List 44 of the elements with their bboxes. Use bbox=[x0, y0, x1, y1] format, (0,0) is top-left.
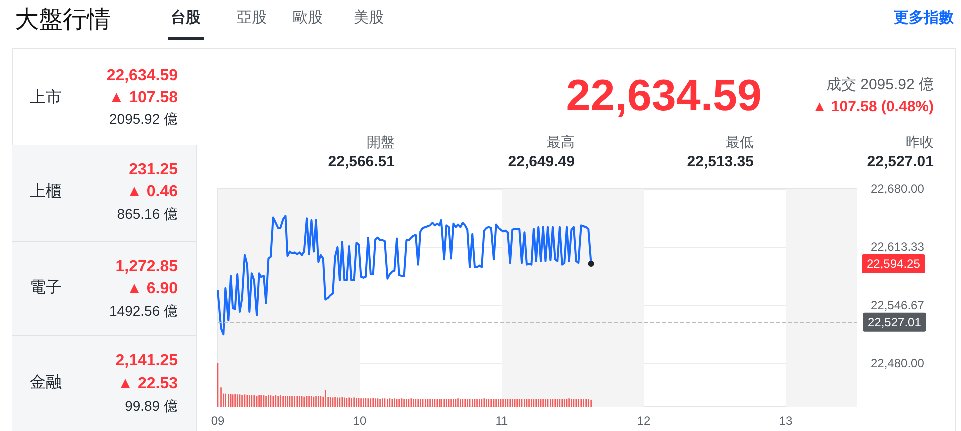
text: 2095.92 億 bbox=[110, 111, 178, 127]
x-tick-label: 09 bbox=[211, 414, 225, 428]
text: 更多指數 bbox=[894, 10, 955, 26]
text: 1492.56 億 bbox=[110, 303, 178, 319]
text: 美股 bbox=[354, 10, 384, 26]
text: ▲ 22.53 bbox=[118, 376, 178, 392]
text: 865.16 億 bbox=[117, 206, 178, 222]
text: 22,634.59 bbox=[106, 68, 178, 84]
text: 最高 bbox=[547, 134, 575, 150]
text: 電子 bbox=[30, 280, 62, 296]
text: 金融 bbox=[30, 374, 62, 392]
ref-line-label: 22,527.01 bbox=[868, 315, 922, 330]
text: 231.25 bbox=[129, 162, 178, 178]
text: ▲ 6.90 bbox=[126, 280, 178, 298]
y-tick-label: 22,480.00 bbox=[871, 356, 925, 370]
x-tick-label: 11 bbox=[496, 414, 509, 428]
x-tick-label: 10 bbox=[353, 414, 367, 428]
text: 昨收 bbox=[906, 134, 934, 150]
text: 2,141.25 bbox=[116, 352, 178, 370]
text: 22,649.49 bbox=[508, 154, 575, 170]
text: ▲ 107.58 (0.48%) bbox=[812, 98, 934, 116]
text: 上櫃 bbox=[30, 182, 62, 200]
text: 99.89 億 bbox=[125, 398, 178, 414]
text: 歐股 bbox=[293, 10, 323, 26]
y-tick-label: 22,613.33 bbox=[871, 240, 925, 254]
text: 成交 2095.92 億 bbox=[826, 76, 934, 94]
text: 22,527.01 bbox=[867, 154, 934, 170]
y-tick-label: 22,546.67 bbox=[871, 298, 925, 312]
text: 最低 bbox=[726, 134, 754, 150]
text: 開盤 bbox=[367, 134, 395, 150]
text: 上市 bbox=[30, 88, 62, 106]
x-tick-label: 12 bbox=[637, 414, 651, 428]
text: ▲ 0.46 bbox=[126, 184, 178, 200]
text: 22,513.35 bbox=[687, 154, 754, 170]
text: 22,634.59 bbox=[566, 72, 762, 120]
text: 亞股 bbox=[237, 10, 267, 26]
text: 22,566.51 bbox=[328, 154, 395, 170]
text: 台股 bbox=[171, 10, 202, 26]
text: ▲ 107.58 bbox=[108, 90, 178, 106]
chart-title: 大盤行情 bbox=[15, 6, 111, 34]
text: 22,594.25 bbox=[867, 256, 921, 271]
y-tick-label: 22,680.00 bbox=[871, 182, 925, 196]
x-tick-label: 13 bbox=[779, 414, 793, 428]
text: 1,272.85 bbox=[116, 258, 178, 276]
